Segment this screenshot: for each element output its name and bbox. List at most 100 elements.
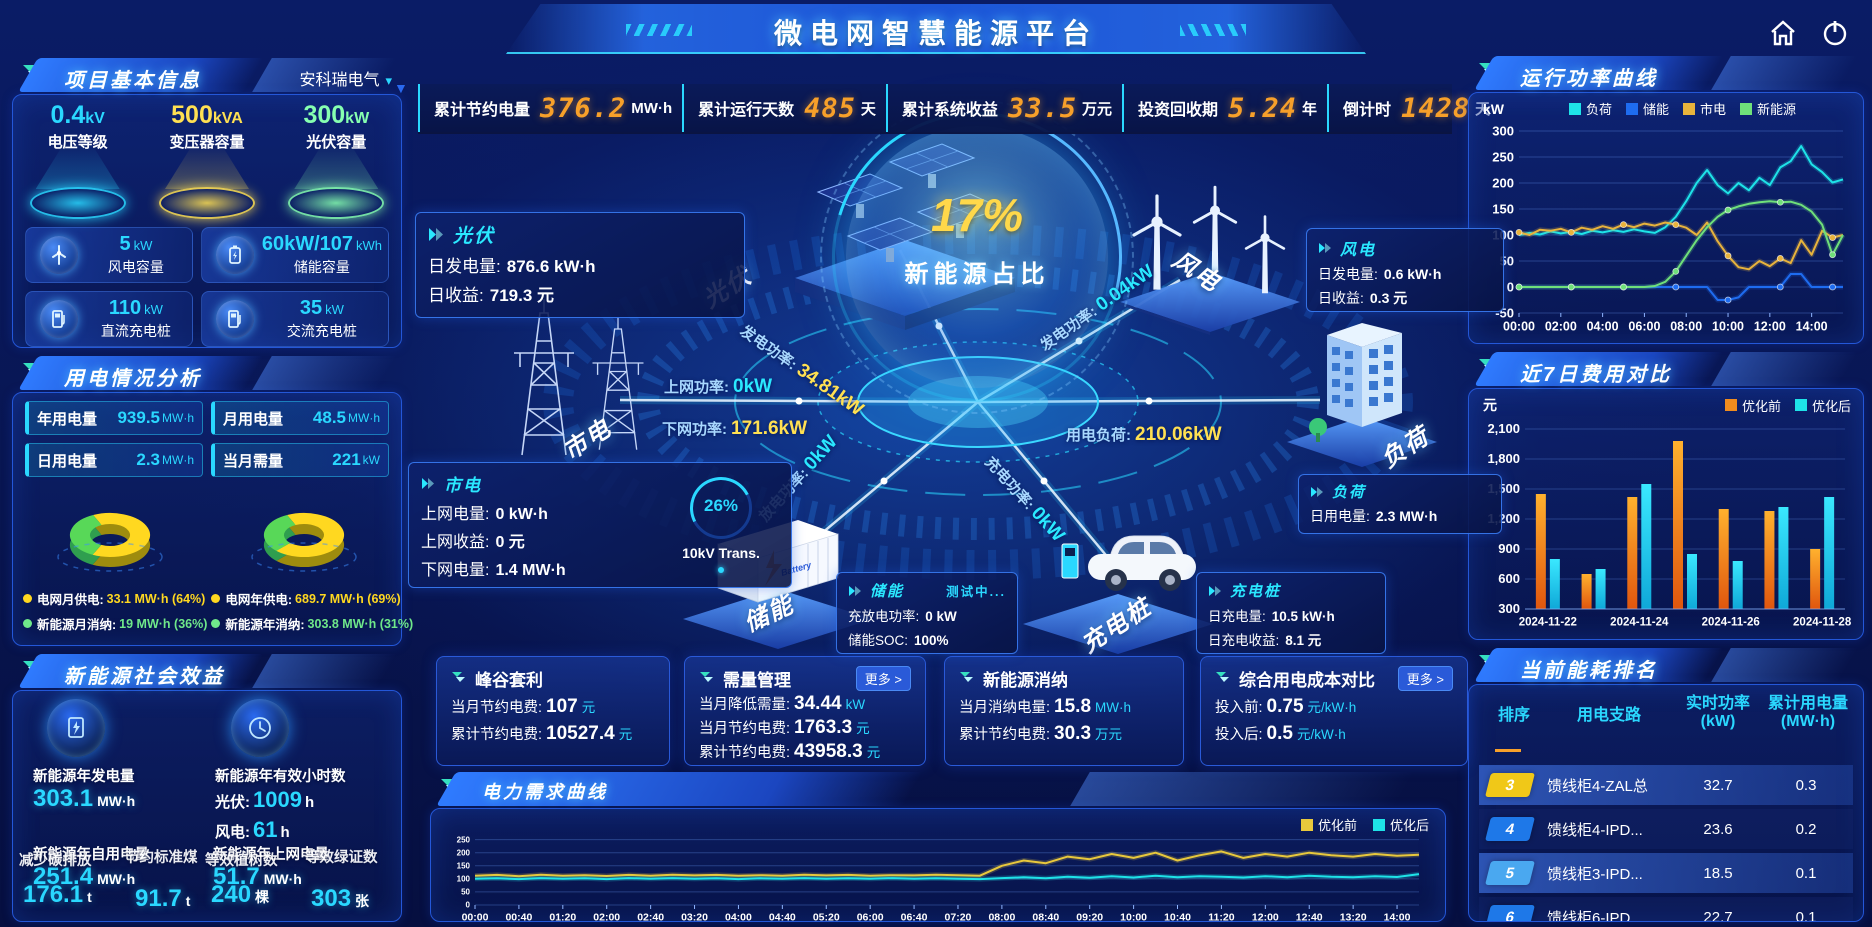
panel-title: 新能源社会效益 — [64, 666, 225, 688]
coal-label: 节约标准煤 — [125, 850, 198, 866]
panel-title: 用电情况分析 — [64, 368, 202, 390]
gen-label: 新能源年发电量 — [33, 769, 135, 785]
new-energy-ratio-label: 新能源占比 — [904, 261, 1050, 288]
wind-info-box: 风电 日发电量: 0.6 kW·h 日收益: 0.3 元 — [1306, 228, 1504, 312]
panel-demand-curve: 电力需求曲线 优化前 优化后 250 200 150 100 50 0 00:00 00:40… — [430, 772, 1446, 922]
certs-value: 303 张 — [311, 885, 370, 912]
pv-hours: 光伏: 1009 h — [215, 787, 315, 812]
home-icon[interactable] — [1768, 18, 1798, 53]
card-newenergy-consumption: 新能源消纳 当月消纳电量: 15.8 MW·h 累计节约电费: 30.3 万元 — [944, 656, 1184, 766]
legend-newenergy-month: 新能源月消纳: 19 MW·h (36%) — [23, 614, 207, 633]
table-row[interactable]: 4 馈线柜4-IPD... 23.6 0.2 — [1479, 809, 1853, 849]
more-button[interactable]: 更多 > — [1397, 666, 1453, 691]
panel-title: 运行功率曲线 — [1520, 68, 1658, 90]
legend-load[interactable]: 负荷 — [1568, 99, 1612, 118]
collapse-arrow-icon[interactable]: ▼ — [394, 80, 408, 96]
stat-countdown: 倒计时1428天 — [1327, 84, 1500, 132]
stat-income: 累计系统收益 33.5 万元 — [885, 84, 1122, 132]
svg-text:12:00: 12:00 — [1252, 912, 1279, 922]
flag-icon — [700, 671, 713, 682]
legend-newenergy[interactable]: 新能源 — [1740, 99, 1796, 118]
wind-turbine-icon — [40, 236, 78, 274]
self-use-label: 新能源年自用电量 — [33, 847, 149, 863]
legend-before[interactable]: 优化前 — [1724, 396, 1781, 415]
table-row[interactable]: 6 馈线柜6-IPD 22.7 0.1 — [1479, 897, 1853, 921]
stat-payback: 投资回收期 5.24 年 — [1121, 84, 1327, 132]
svg-text:13:20: 13:20 — [1340, 912, 1367, 922]
usage-stat-day: 日用电量 2.3 MW·h — [25, 443, 203, 477]
wind-node-icon — [1120, 185, 1300, 335]
svg-text:08:00: 08:00 — [1670, 320, 1702, 334]
pedestal-pv-capacity: 300kW 光伏容量 — [277, 101, 395, 223]
legend-after[interactable]: 优化后 — [1372, 815, 1429, 834]
legend-after[interactable]: 优化后 — [1794, 396, 1851, 415]
company-dropdown[interactable]: 安科瑞电气 ▾ — [299, 72, 392, 89]
flag-icon — [960, 671, 973, 682]
trees-label: 等效植树数 — [205, 853, 278, 869]
grid-info-box: 市电 上网电量: 0 kW·h 上网收益: 0 元 下网电量: 1.4 MW·h 26… — [408, 462, 792, 588]
svg-text:09:20: 09:20 — [1076, 912, 1103, 922]
storage-info-box: 储能 测试中... 充放电功率: 0 kW 储能SOC: 100% — [836, 572, 1018, 654]
svg-text:200: 200 — [457, 848, 471, 857]
generation-icon — [47, 699, 105, 757]
trees-value: 240 棵 — [211, 881, 270, 908]
flag-icon — [1216, 671, 1229, 682]
y-axis-unit: 元 — [1483, 397, 1497, 413]
panel-7day-cost: 近7日费用对比 元 优化前 优化后 2,100 1,800 1,500 1,200 90… — [1468, 352, 1864, 640]
power-icon[interactable] — [1820, 18, 1850, 53]
transformer-gauge: 26% 10kV Trans. — [673, 477, 769, 573]
svg-text:06:00: 06:00 — [1628, 320, 1660, 334]
svg-text:14:00: 14:00 — [1796, 320, 1828, 334]
rank-badge: 5 — [1485, 861, 1535, 885]
panel-run-power-curve: 运行功率曲线 kW 负荷 储能 市电 新能源 30025020015010050… — [1468, 56, 1864, 344]
svg-text:04:00: 04:00 — [1587, 320, 1619, 334]
usage-stat-month: 月用电量 48.5 MW·h — [211, 401, 389, 435]
panel-usage-analysis: 用电情况分析 年用电量 939.5 MW·h 月用电量 48.5 MW·h 日用电量 2.… — [12, 356, 413, 646]
svg-text:2024-11-26: 2024-11-26 — [1702, 617, 1760, 629]
more-button[interactable]: 更多 > — [855, 666, 911, 691]
page-title: 微电网智慧能源平台 — [773, 18, 1098, 49]
svg-text:00:00: 00:00 — [462, 912, 489, 922]
table-row[interactable]: 5 馈线柜3-IPD... 18.5 0.1 — [1479, 853, 1853, 893]
charger-node-icon — [1023, 535, 1213, 654]
svg-text:08:00: 08:00 — [988, 912, 1015, 922]
svg-text:250: 250 — [457, 835, 471, 844]
svg-text:04:40: 04:40 — [769, 912, 796, 922]
rank-badge: 4 — [1485, 817, 1535, 841]
card-peak-valley: 峰谷套利 当月节约电费: 107 元 累计节约电费: 10527.4 元 — [436, 656, 670, 766]
new-energy-ratio-value: 17% — [930, 189, 1024, 241]
capacity-card-storage: 60kW/107 kWh 储能容量 — [200, 227, 389, 283]
svg-text:2024-11-28: 2024-11-28 — [1793, 617, 1852, 629]
legend-storage[interactable]: 储能 — [1625, 99, 1669, 118]
clock-icon — [231, 699, 289, 757]
panel-energy-ranking: 当前能耗排名 排序 用电支路 实时功率 (kW) 累计用电量 (MW·h) 3 馈线柜4… — [1468, 648, 1864, 922]
legend-before[interactable]: 优化前 — [1300, 815, 1357, 834]
hours-label: 新能源年有效小时数 — [215, 769, 346, 785]
certs-label: 等效绿证数 — [305, 850, 378, 866]
legend-grid[interactable]: 市电 — [1683, 99, 1726, 118]
charger-info-box: 充电桩 日充电量: 10.5 kW·h 日充电收益: 8.1 元 — [1196, 572, 1386, 654]
storage-status-tag: 测试中... — [946, 585, 1006, 599]
panel-title: 当前能耗排名 — [1520, 660, 1658, 682]
y-axis-unit: kW — [1483, 100, 1504, 117]
chevron-icon — [429, 228, 443, 241]
wind-hours: 风电: 61 h — [215, 817, 290, 842]
svg-text:300: 300 — [1492, 123, 1514, 138]
panel-title: 近7日费用对比 — [1520, 364, 1673, 386]
card-demand-mgmt: 需量管理 更多 > 当月降低需量: 34.44 kW 当月节约电费: 1763.3 元 累… — [684, 656, 926, 766]
usage-stat-demand: 当月需量 221 kW — [211, 443, 389, 477]
carbon-label: 减少碳排放 — [19, 853, 92, 869]
svg-text:150: 150 — [1492, 201, 1514, 216]
pedestal-row: 0.4kV 电压等级 500kVA 变压器容量 300kW 光伏容量 — [13, 101, 401, 223]
pv-info-title: 光伏 — [428, 221, 732, 248]
chevron-down-icon: ▾ — [385, 73, 392, 88]
carbon-value: 176.1 t — [23, 881, 92, 908]
charger-icon — [40, 300, 78, 338]
load-node-icon — [1287, 323, 1437, 467]
svg-text:10:00: 10:00 — [1120, 912, 1147, 922]
svg-text:250: 250 — [1492, 149, 1514, 164]
gauge-dot — [718, 567, 724, 573]
svg-text:02:00: 02:00 — [1545, 320, 1577, 334]
table-row[interactable]: 3 馈线柜4-ZAL总 32.7 0.3 — [1479, 765, 1853, 805]
